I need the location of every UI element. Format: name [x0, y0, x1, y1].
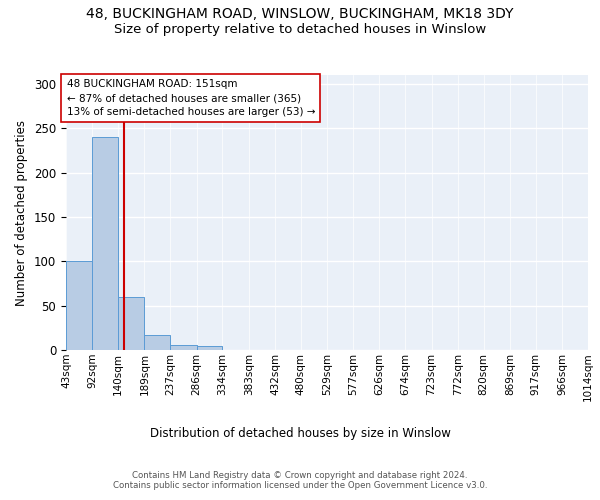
Bar — [145, 335, 170, 350]
Y-axis label: Number of detached properties: Number of detached properties — [16, 120, 28, 306]
Text: 48, BUCKINGHAM ROAD, WINSLOW, BUCKINGHAM, MK18 3DY: 48, BUCKINGHAM ROAD, WINSLOW, BUCKINGHAM… — [86, 8, 514, 22]
Text: Contains HM Land Registry data © Crown copyright and database right 2024.
Contai: Contains HM Land Registry data © Crown c… — [113, 470, 487, 490]
Text: Distribution of detached houses by size in Winslow: Distribution of detached houses by size … — [149, 428, 451, 440]
Bar — [66, 262, 92, 350]
Text: 48 BUCKINGHAM ROAD: 151sqm
← 87% of detached houses are smaller (365)
13% of sem: 48 BUCKINGHAM ROAD: 151sqm ← 87% of deta… — [67, 79, 315, 117]
Bar — [92, 137, 118, 350]
Bar — [197, 346, 223, 350]
Bar — [118, 297, 145, 350]
Bar — [170, 344, 197, 350]
Text: Size of property relative to detached houses in Winslow: Size of property relative to detached ho… — [114, 22, 486, 36]
